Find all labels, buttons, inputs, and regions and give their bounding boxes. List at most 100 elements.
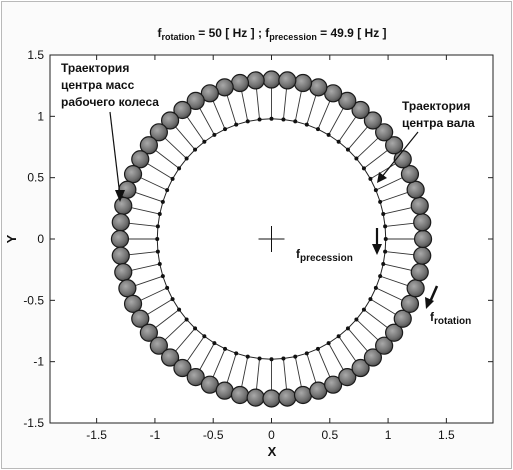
shaft-trajectory-point: [245, 354, 250, 359]
x-tick-label: 0: [268, 428, 275, 442]
shaft-trajectory-point: [383, 249, 388, 254]
impeller-trajectory-point: [230, 73, 250, 93]
impeller-trajectory-point: [215, 381, 234, 400]
x-tick-label: -1.5: [86, 428, 107, 442]
impeller-trajectory-point: [149, 123, 168, 142]
shaft-trajectory-point: [315, 127, 320, 132]
shaft-trajectory-point: [368, 297, 373, 302]
shaft-trajectory-point: [304, 122, 309, 127]
rotation-direction-arrow: [425, 285, 439, 309]
shaft-trajectory-point: [361, 166, 366, 171]
impeller-trajectory-point: [363, 111, 383, 130]
axis-ticks: -1.5 -1 -0.5 0 0.5 1 1.5 1.5 1 0.5 0 -0.5 -1 -1.5: [23, 48, 493, 442]
f-precession-label: fprecession: [296, 247, 353, 264]
impeller-trajectory-point: [413, 213, 432, 232]
shaft-trajectory-point: [170, 176, 175, 181]
x-tick-label: 0.5: [321, 428, 338, 442]
shaft-trajectory-point: [381, 212, 386, 217]
impeller-trajectory-point: [123, 294, 143, 313]
shaft-trajectory-point: [160, 199, 165, 204]
shaft-trajectory-point: [184, 317, 189, 322]
shaft-trajectory-point: [383, 224, 388, 229]
impeller-trajectory-point: [173, 100, 192, 120]
f-rotation-label: frotation: [430, 310, 471, 327]
impeller-trajectory-point: [400, 294, 420, 313]
shaft-trajectory-point: [373, 188, 378, 193]
shaft-trajectory-point: [202, 334, 207, 339]
shaft-trajectory-point: [373, 285, 378, 290]
shaft-trajectory-point: [336, 139, 341, 144]
shaft-trajectory-point: [193, 326, 198, 331]
chart-title: frotation = 50 [ Hz ] ; fprecession = 49…: [157, 26, 386, 42]
shaft-trajectory-point: [212, 132, 217, 137]
impeller-trajectory-point: [413, 229, 433, 249]
impeller-trajectory-point: [385, 323, 404, 342]
shaft-trajectory-point: [315, 346, 320, 351]
shaft-label-line1: Траектория: [402, 99, 470, 113]
x-tick-label: 1: [385, 428, 392, 442]
impeller-label-line1: Траектория: [61, 61, 129, 75]
shaft-trajectory-point: [354, 317, 359, 322]
impeller-label-line2: центра масс: [61, 78, 135, 92]
shaft-trajectory-point: [155, 237, 160, 241]
impeller-trajectory-point: [200, 84, 219, 103]
shaft-trajectory-point: [212, 341, 217, 346]
impeller-trajectory-point: [278, 71, 297, 90]
title-sub1: rotation: [161, 32, 195, 42]
impeller-trajectory-point: [410, 196, 429, 215]
impeller-trajectory-point: [351, 100, 370, 120]
x-tick-label: -0.5: [203, 428, 224, 442]
shaft-trajectory-point: [257, 117, 262, 122]
shaft-trajectory-point: [269, 357, 274, 362]
x-tick-label: 1.5: [438, 428, 455, 442]
impeller-trajectory-point: [246, 388, 265, 407]
y-tick-label: -1: [33, 355, 44, 369]
shaft-trajectory-point: [234, 351, 239, 356]
shaft-trajectory-point: [160, 274, 165, 279]
shaft-trajectory-point: [234, 122, 239, 127]
impeller-trajectory-point: [363, 348, 383, 367]
shaft-trajectory-point: [378, 274, 383, 279]
impeller-trajectory-point: [230, 385, 250, 405]
shaft-label-line2: центра вала: [402, 116, 475, 130]
y-tick-label: 0: [37, 232, 44, 246]
impeller-trajectory-point: [324, 375, 343, 394]
shaft-trajectory-point: [157, 212, 162, 217]
shaft-trajectory-point: [170, 297, 175, 302]
impeller-trajectory-point: [338, 368, 357, 387]
impeller-trajectory-point: [393, 309, 412, 328]
impeller-trajectory-point: [262, 70, 281, 89]
shaft-trajectory-point: [155, 224, 160, 229]
shaft-trajectory-point: [326, 341, 331, 346]
impeller-trajectory-point: [123, 165, 143, 184]
impeller-trajectory-point: [139, 136, 158, 155]
shaft-trajectory-point: [202, 139, 207, 144]
shaft-trajectory-point: [293, 119, 298, 124]
shaft-trajectory-point: [345, 147, 350, 152]
y-tick-label: -1.5: [23, 416, 44, 430]
shaft-trajectory-point: [177, 307, 182, 312]
shaft-trajectory-point: [354, 156, 359, 161]
precession-direction-arrow: [372, 228, 382, 255]
shaft-trajectory-point: [361, 307, 366, 312]
title-mid: = 50 [ Hz ] ; f: [195, 26, 270, 40]
center-cross-marker: [258, 226, 285, 252]
shaft-trajectory-point: [184, 156, 189, 161]
impeller-trajectory-point: [375, 336, 394, 355]
shaft-trajectory-point: [269, 116, 274, 121]
impeller-trajectory-point: [139, 323, 158, 342]
y-axis-label: Y: [4, 234, 19, 243]
impeller-trajectory-point: [406, 279, 425, 298]
y-tick-label: 1.5: [27, 48, 44, 62]
impeller-trajectory-point: [338, 91, 357, 110]
impeller-label-arrow: [109, 111, 125, 202]
impeller-trajectory-point: [278, 388, 297, 407]
impeller-trajectory-point: [293, 385, 313, 405]
y-tick-label: 1: [37, 109, 44, 123]
shaft-trajectory-point: [378, 199, 383, 204]
shaft-trajectory-point: [326, 132, 331, 137]
shaft-trajectory-point: [165, 188, 170, 193]
shaft-trajectory-point: [193, 147, 198, 152]
impeller-label-line3: рабочего колеса: [61, 95, 159, 109]
